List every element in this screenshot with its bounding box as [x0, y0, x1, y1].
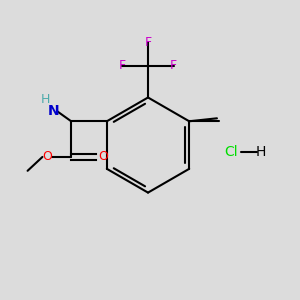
Text: F: F: [119, 59, 126, 72]
Text: O: O: [43, 150, 52, 164]
Text: Cl: Cl: [224, 145, 238, 159]
Text: F: F: [145, 35, 152, 49]
Text: F: F: [170, 59, 177, 72]
Text: O: O: [98, 150, 108, 164]
Text: N: N: [47, 104, 59, 118]
Text: H: H: [256, 145, 266, 159]
Text: H: H: [41, 93, 50, 106]
